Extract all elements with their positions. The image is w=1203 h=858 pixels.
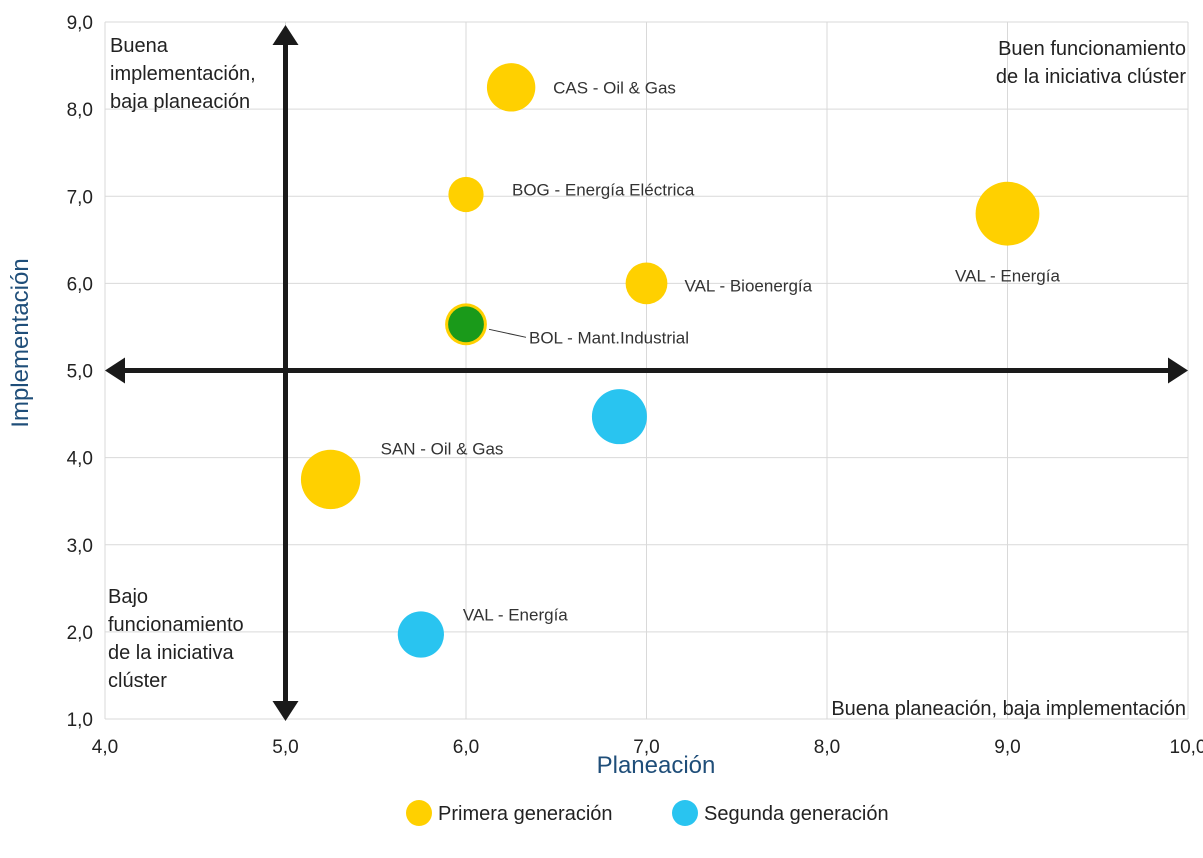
bubble-label: BOG - Energía Eléctrica [512,181,695,200]
legend: Primera generación Segunda generación [406,800,889,826]
quadrant-labels: Buena implementación, baja planeación Buen … [108,35,1186,720]
legend-marker-primera [406,800,432,826]
x-tick-label: 5,0 [272,737,298,758]
y-tick-label: 9,0 [67,13,93,34]
x-tick-label: 7,0 [633,737,659,758]
legend-label-primera: Primera generación [438,803,613,825]
y-tick-label: 3,0 [67,536,93,557]
y-tick-label: 2,0 [67,623,93,644]
y-tick-label: 5,0 [67,362,93,383]
x-tick-label: 10,0 [1170,737,1203,758]
x-tick-label: 8,0 [814,737,840,758]
bubble-segunda [591,389,647,445]
bubble-primera [625,262,668,305]
legend-label-segunda: Segunda generación [704,803,889,825]
y-axis-title: Implementación [7,258,34,427]
quadrant-label-top-left: baja planeación [110,91,250,113]
quadrant-label-top-left: Buena [110,35,169,57]
bubble-primera [975,181,1040,246]
quadrant-label-bottom-right: Buena planeación, baja implementación [831,698,1186,720]
x-axis-title: Planeación [597,752,716,779]
x-tick-label: 9,0 [994,737,1020,758]
x-tick-label: 4,0 [92,737,118,758]
y-tick-label: 8,0 [67,100,93,121]
arrowhead-right [1168,357,1188,384]
label-leader-line [488,328,527,338]
bubble-primera [448,176,484,213]
bubble-primera [486,63,536,112]
x-tick-label: 6,0 [453,737,479,758]
reference-axes [105,25,1188,721]
bubble-label: BOL - Mant.Industrial [529,328,689,347]
legend-marker-segunda [672,800,698,826]
tick-labels: 4,0 5,0 6,0 7,0 8,0 9,0 10,0 1,0 2,0 3,0 4,0 5,0 6,0… [67,13,1203,758]
arrowhead-left [105,357,125,384]
bubble-label: CAS - Oil & Gas [553,78,676,97]
y-tick-label: 4,0 [67,449,93,470]
quadrant-label-top-right: Buen funcionamiento [998,38,1186,60]
quadrant-label-top-left: implementación, [110,63,256,85]
bubble-label: VAL - Energía [955,267,1060,286]
bubble-label: VAL - Bioenergía [685,276,813,295]
bubble-labels: CAS - Oil & Gas BOG - Energía Eléctrica VA… [381,78,1061,624]
bubble-segunda [397,611,444,658]
bubbles [300,63,1040,658]
bubble-inner [448,306,484,343]
bubble-label: VAL - Energía [463,605,568,624]
arrowhead-up [272,25,299,45]
quadrant-label-bottom-left: clúster [108,670,167,692]
bubble-primera [300,449,361,510]
quadrant-label-bottom-left: de la iniciativa [108,642,235,664]
quadrant-label-top-right: de la iniciativa clúster [996,66,1186,88]
y-tick-label: 7,0 [67,187,93,208]
bubble-label: SAN - Oil & Gas [381,439,504,458]
y-tick-label: 1,0 [67,710,93,731]
quadrant-label-bottom-left: funcionamiento [108,614,244,636]
arrowhead-down [272,701,299,721]
y-tick-label: 6,0 [67,274,93,295]
quadrant-label-bottom-left: Bajo [108,586,148,608]
